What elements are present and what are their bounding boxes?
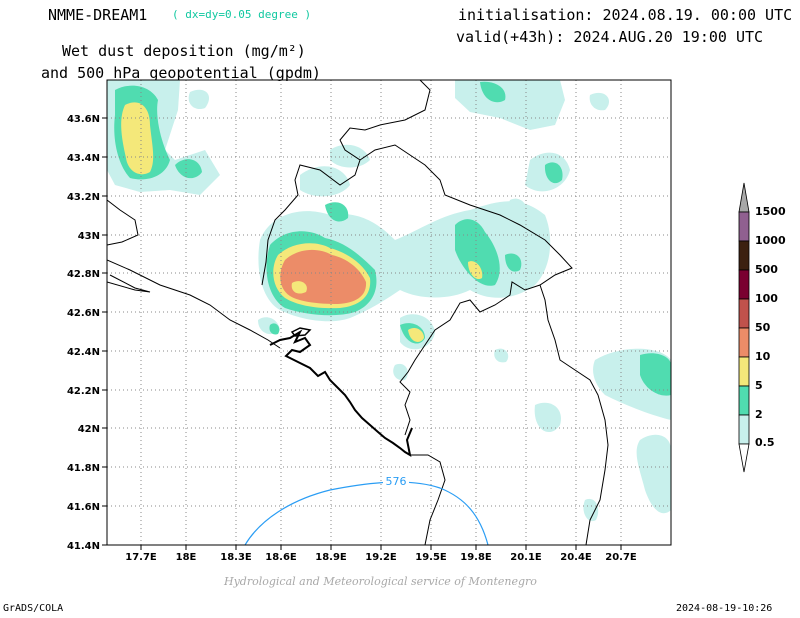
lat-label: 42N (78, 424, 100, 435)
colorbar-label: 1000 (755, 234, 786, 247)
colorbar-swatch (738, 385, 750, 416)
credit-text: Hydrological and Meteorological service … (224, 575, 537, 588)
colorbar-swatch (738, 269, 750, 300)
lat-label: 42.4N (67, 347, 100, 358)
lat-label: 41.6N (67, 502, 100, 513)
map-title-line1: Wet dust deposition (mg/m²) (62, 42, 306, 60)
colorbar-label: 1500 (755, 205, 786, 218)
valid-time: valid(+43h): 2024.AUG.20 19:00 UTC (456, 28, 764, 46)
colorbar-swatch (738, 414, 750, 445)
colorbar-top-arrow (738, 182, 750, 213)
lon-label: 20.7E (605, 552, 637, 563)
lat-label: 43.6N (67, 114, 100, 125)
lat-label: 41.4N (67, 541, 100, 552)
colorbar-label: 2 (755, 408, 763, 421)
software-label: GrADS/COLA (3, 603, 64, 614)
colorbar-label: 5 (755, 379, 763, 392)
latitude-labels: 43.6N 43.4N 43.2N 43N 42.8N 42.6N 42.4N … (67, 114, 100, 552)
initialisation-time: initialisation: 2024.08.19. 00:00 UTC (458, 6, 793, 24)
colorbar-label: 10 (755, 350, 771, 363)
lat-label: 43.4N (67, 153, 100, 164)
lon-label: 19.8E (460, 552, 492, 563)
geopotential-contour-576 (244, 475, 489, 545)
colorbar-label: 500 (755, 263, 778, 276)
lon-label: 18.9E (315, 552, 347, 563)
colorbar (738, 182, 750, 473)
generated-timestamp: 2024-08-19-10:26 (676, 603, 773, 614)
colorbar-label: 0.5 (755, 436, 775, 449)
model-resolution: ( dx=dy=0.05 degree ) (172, 8, 312, 21)
colorbar-swatch (738, 211, 750, 242)
colorbar-label: 50 (755, 321, 771, 334)
lon-label: 20.1E (510, 552, 542, 563)
colorbar-labels: 0.5 2 5 10 50 100 500 1000 1500 (755, 205, 786, 449)
colorbar-swatch (738, 327, 750, 358)
lon-label: 17.7E (125, 552, 157, 563)
lon-label: 19.5E (415, 552, 447, 563)
colorbar-swatch (738, 240, 750, 271)
lon-label: 18E (176, 552, 197, 563)
lon-label: 19.2E (365, 552, 397, 563)
lat-label: 43.2N (67, 192, 100, 203)
lat-label: 43N (78, 231, 100, 242)
longitude-labels: 17.7E 18E 18.3E 18.6E 18.9E 19.2E 19.5E … (125, 552, 637, 563)
colorbar-bottom-arrow (738, 443, 750, 473)
lat-label: 42.8N (67, 269, 100, 280)
colorbar-swatch (738, 298, 750, 329)
lat-label: 41.8N (67, 463, 100, 474)
colorbar-swatch (738, 356, 750, 387)
contour-label-576: 576 (386, 475, 407, 488)
dust-deposition-field (107, 80, 671, 522)
lat-label: 42.2N (67, 386, 100, 397)
model-name: NMME-DREAM1 (48, 6, 148, 24)
lon-label: 18.6E (265, 552, 297, 563)
country-borders (107, 80, 609, 545)
lon-label: 18.3E (220, 552, 252, 563)
lon-label: 20.4E (560, 552, 592, 563)
map-title-line2: and 500 hPa geopotential (gpdm) (41, 64, 321, 82)
colorbar-label: 100 (755, 292, 778, 305)
lat-label: 42.6N (67, 308, 100, 319)
axis-ticks (102, 117, 622, 550)
map-gridlines (107, 80, 671, 545)
